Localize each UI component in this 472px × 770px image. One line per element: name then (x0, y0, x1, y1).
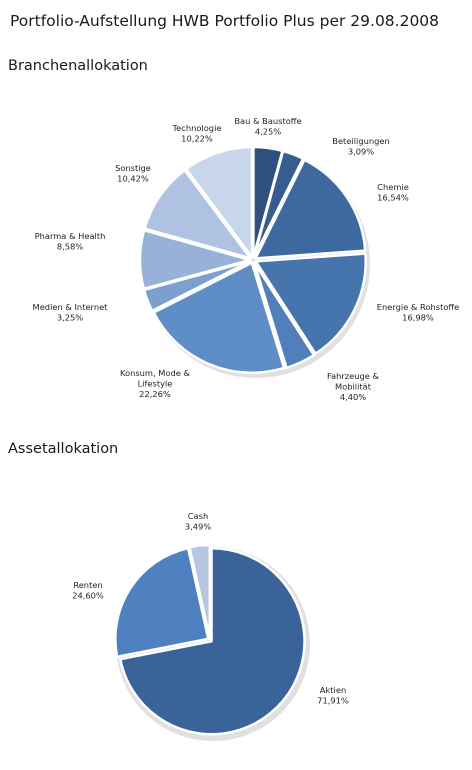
pie-slice-sonstige (143, 168, 252, 260)
assetallokation-pie-chart: Aktien 71,91% Renten 24,60% Cash 3,49% (72, 511, 349, 741)
slice-label-technologie: Technologie 10,22% (172, 123, 222, 144)
slice-label-energie-rohstoffe: Energie & Rohstoffe 16,98% (377, 302, 460, 323)
pie-slice-cash (188, 543, 212, 640)
slice-label-medien-internet: Medien & Internet 3,25% (33, 302, 109, 323)
section-title-branchenallokation: Branchenallokation (8, 58, 148, 74)
pie-slice-fahrzeuge-mobilitaet (253, 261, 316, 370)
pie-slice-konsum-mode-lifestyle (152, 261, 286, 375)
slice-label-bau-baustoffe: Bau & Baustoffe 4,25% (234, 116, 301, 137)
slice-label-cash: Cash 3,49% (185, 511, 211, 532)
pie-slice-beteiligungen (252, 149, 305, 259)
slice-label-renten: Renten 24,60% (72, 580, 104, 601)
branchenallokation-pie-chart: Bau & Baustoffe 4,25% Beteiligungen 3,09% Ch… (33, 116, 460, 402)
pie-slice-renten (114, 546, 210, 659)
slice-label-pharma-health: Pharma & Health 8,58% (35, 231, 106, 252)
page-title: Portfolio-Aufstellung HWB Portfolio Plus… (10, 12, 440, 30)
pie-slice-aktien (119, 547, 306, 736)
slice-label-fahrzeuge-mobilitaet: Fahrzeuge & Mobilität 4,40% (327, 371, 379, 402)
pie-slice-technologie (184, 145, 254, 259)
pie-slice-energie-rohstoffe (254, 252, 367, 355)
pie-slice-pharma-health (138, 228, 252, 291)
slice-label-beteiligungen: Beteiligungen 3,09% (332, 136, 389, 157)
slice-label-konsum-mode-lifestyle: Konsum, Mode & Lifestyle 22,26% (120, 368, 191, 399)
slice-label-sonstige: Sonstige 10,42% (115, 163, 151, 184)
pie-slice-chemie (254, 158, 367, 260)
slice-label-aktien: Aktien 71,91% (317, 685, 349, 706)
slice-label-chemie: Chemie 16,54% (377, 182, 409, 203)
section-title-assetallokation: Assetallokation (8, 441, 119, 457)
